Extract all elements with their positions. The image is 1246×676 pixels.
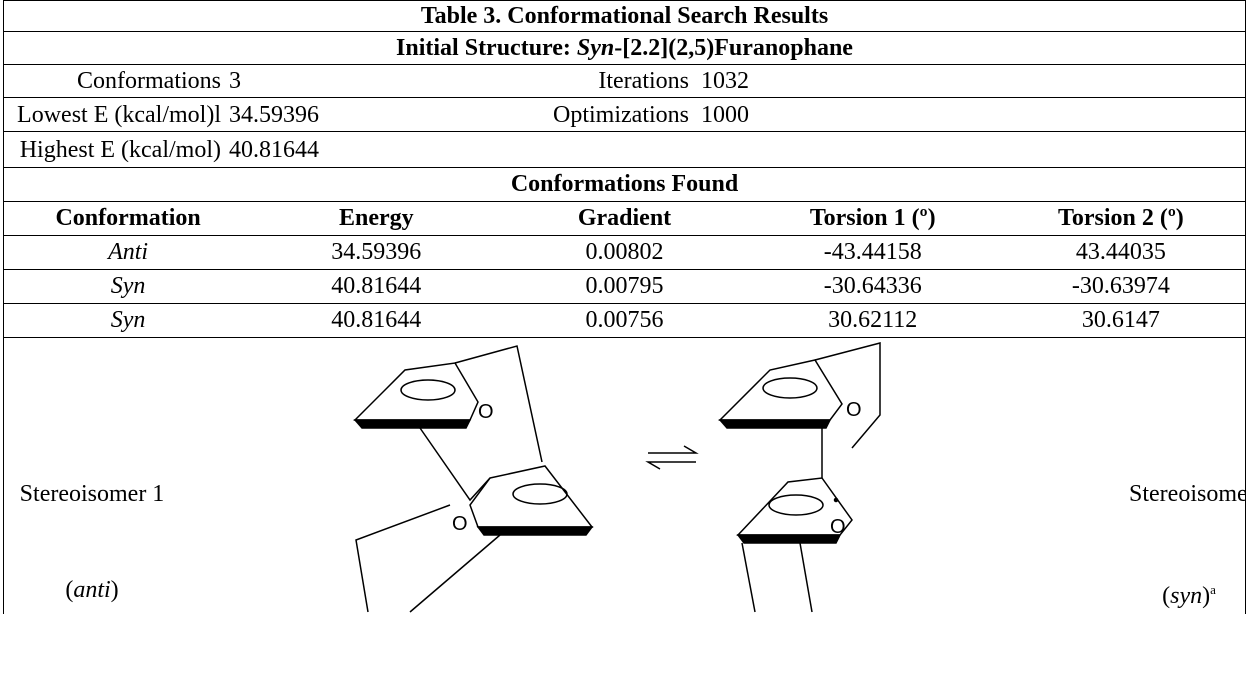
bridge <box>741 542 756 613</box>
figure: O O O O <box>4 338 1246 614</box>
header-row: Conformation Energy Gradient Torsion 1 (º) T… <box>4 202 1245 236</box>
data-row: Syn 40.81644 0.00795 -30.64336 -30.63974 <box>4 270 1245 304</box>
summary-row: Lowest E (kcal/mol)l 34.59396 Optimization… <box>4 98 1245 132</box>
atom-label: O <box>478 401 494 423</box>
header-cell: Gradient <box>577 205 672 231</box>
summary-value: 40.81644 <box>229 136 319 163</box>
ring <box>469 465 594 528</box>
summary-label: Iterations <box>598 68 689 94</box>
bridge <box>409 534 501 613</box>
subtitle: Initial Structure: Syn-[2.2](2,5)Furanop… <box>4 32 1245 65</box>
subtitle-italic: Syn <box>576 35 615 61</box>
subtitle-prefix: Initial Structure: <box>396 35 577 61</box>
summary-row: Highest E (kcal/mol) 40.81644 <box>4 132 1245 168</box>
bridge <box>419 427 491 502</box>
summary-label: Lowest E (kcal/mol)l <box>17 101 221 128</box>
bridge <box>814 342 881 449</box>
cell: Syn <box>110 307 146 333</box>
subtitle-suffix: -[2.2](2,5)Furanophane <box>614 35 853 61</box>
summary: Conformations 3 Iterations 1032 Lowest E (kc… <box>4 65 1245 168</box>
header-cell: Conformation <box>55 205 201 231</box>
summary-value: 3 <box>229 68 241 94</box>
bridge <box>799 542 813 613</box>
cell: 30.6147 <box>1081 307 1160 333</box>
cell: 0.00802 <box>585 239 664 265</box>
document: Table 3. Conformational Search Results I… <box>3 0 1246 614</box>
footnote-mark: a <box>1210 582 1216 597</box>
right-caption: Stereoisomers 2,3 (syn)a <box>1129 414 1246 676</box>
title: Table 3. Conformational Search Results <box>4 0 1245 32</box>
cell: -43.44158 <box>823 239 922 265</box>
ring <box>353 362 479 421</box>
cell: 34.59396 <box>331 239 422 265</box>
atom-label: O <box>846 399 862 421</box>
cell: 43.44035 <box>1075 239 1166 265</box>
summary-label: Conformations <box>77 68 221 94</box>
paren: ( <box>65 577 74 603</box>
bold-bond <box>736 534 842 544</box>
summary-value: 1000 <box>701 101 749 128</box>
header-cell: Torsion 2 (º) <box>1058 205 1184 231</box>
table: Conformation Energy Gradient Torsion 1 (º) T… <box>4 202 1245 338</box>
ring-bond <box>400 379 456 401</box>
paren: ) <box>110 577 119 603</box>
summary-label: Highest E (kcal/mol) <box>19 136 221 163</box>
summary-value: 34.59396 <box>229 101 319 128</box>
bridge <box>355 504 451 613</box>
cell: -30.64336 <box>823 273 922 299</box>
equilibrium-arrows <box>645 445 699 470</box>
lone-pair <box>833 497 839 503</box>
paren: ) <box>1202 583 1211 609</box>
header-cell: Torsion 1 (º) <box>809 205 936 231</box>
syn-structure: O O <box>718 342 881 613</box>
cell: 0.00756 <box>585 307 664 333</box>
structures: O O O O <box>353 342 881 613</box>
cell: Anti <box>108 239 149 265</box>
bold-bond <box>353 419 472 429</box>
bold-bond <box>476 526 594 536</box>
cell: 40.81644 <box>331 273 422 299</box>
summary-label: Optimizations <box>553 101 689 128</box>
atom-label: O <box>452 513 468 535</box>
caption-note: (syn)a <box>1129 574 1246 612</box>
atom-label: O <box>830 516 846 538</box>
ring <box>718 359 843 421</box>
caption-italic: anti <box>73 577 111 603</box>
cell: -30.63974 <box>1071 273 1170 299</box>
ring-bond <box>768 494 824 516</box>
anti-structure: O O <box>353 345 594 613</box>
caption-italic: syn <box>1170 583 1203 609</box>
cell: Syn <box>110 273 146 299</box>
data-row: Anti 34.59396 0.00802 -43.44158 43.44035 <box>4 236 1245 270</box>
cell: 40.81644 <box>331 307 422 333</box>
ring-bond <box>762 377 818 399</box>
section-title: Conformations Found <box>4 168 1245 202</box>
summary-value: 1032 <box>701 68 749 94</box>
caption-label: Stereoisomers 2,3 <box>1129 481 1246 507</box>
ring-bond <box>512 483 568 505</box>
cell: 30.62112 <box>828 307 918 333</box>
left-caption: Stereoisomer 1 (anti) <box>4 414 180 670</box>
bridge <box>454 345 543 463</box>
summary-row: Conformations 3 Iterations 1032 <box>4 65 1245 98</box>
header-cell: Energy <box>338 205 414 231</box>
bold-bond <box>718 419 832 429</box>
caption-label: Stereoisomer 1 <box>19 481 165 507</box>
caption-note: (anti) <box>4 574 180 606</box>
data-row: Syn 40.81644 0.00756 30.62112 30.6147 <box>4 304 1245 338</box>
paren: ( <box>1162 583 1171 609</box>
cell: 0.00795 <box>585 273 664 299</box>
